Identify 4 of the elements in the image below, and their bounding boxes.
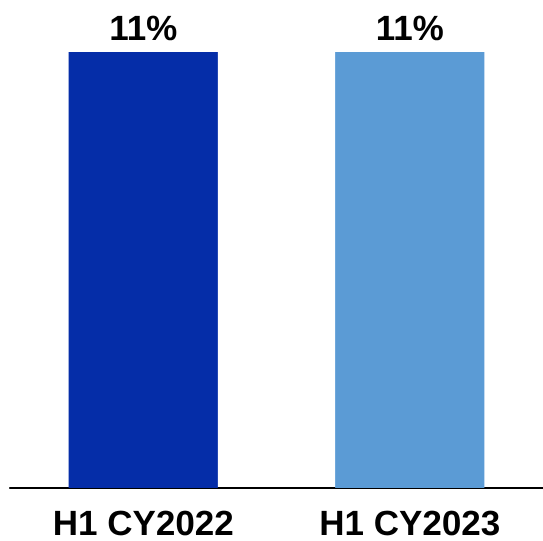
data-label: 11% xyxy=(109,9,178,48)
data-label: 11% xyxy=(376,9,444,48)
x-tick-label: H1 CY2023 xyxy=(319,504,500,541)
x-tick-label: H1 CY2022 xyxy=(52,504,234,541)
